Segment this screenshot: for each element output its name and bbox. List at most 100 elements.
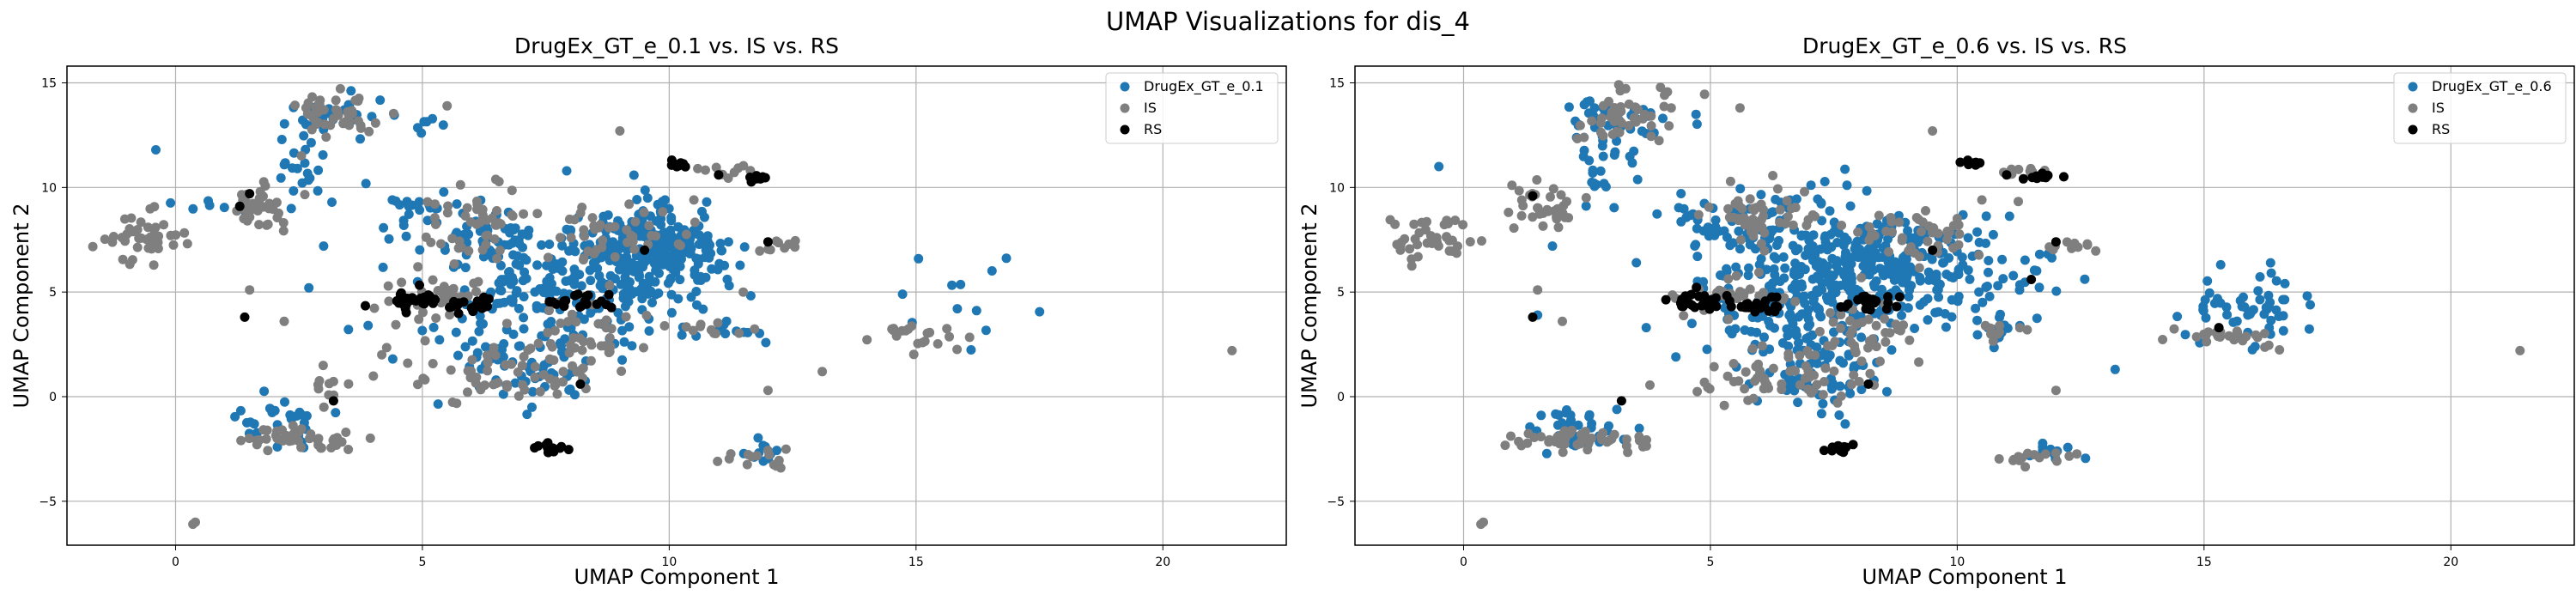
data-point bbox=[650, 276, 660, 287]
data-point bbox=[1442, 232, 1452, 242]
data-point bbox=[262, 425, 272, 435]
data-point bbox=[1797, 309, 1807, 319]
data-point bbox=[1921, 206, 1930, 216]
data-point bbox=[1985, 323, 1996, 333]
data-point bbox=[2253, 286, 2263, 296]
data-point bbox=[2050, 448, 2061, 458]
data-point bbox=[1842, 180, 1852, 191]
data-point bbox=[1860, 291, 1870, 301]
data-point bbox=[1775, 276, 1785, 287]
data-point bbox=[465, 217, 476, 228]
data-point bbox=[702, 231, 713, 241]
data-point bbox=[533, 338, 544, 349]
data-point bbox=[1984, 267, 1993, 277]
data-point bbox=[550, 325, 560, 336]
data-point bbox=[341, 428, 351, 437]
data-point bbox=[2080, 274, 2090, 284]
data-point bbox=[533, 440, 544, 451]
data-point bbox=[817, 367, 828, 377]
data-point bbox=[1686, 319, 1697, 329]
data-point bbox=[653, 288, 664, 298]
data-point bbox=[1924, 221, 1934, 231]
data-point bbox=[286, 203, 296, 214]
data-point bbox=[252, 206, 263, 216]
data-point bbox=[1581, 201, 1591, 211]
y-tick-label: 10 bbox=[1329, 181, 1345, 195]
data-point bbox=[2169, 324, 2179, 334]
data-point bbox=[288, 421, 298, 431]
data-point bbox=[442, 100, 453, 111]
data-point bbox=[1892, 301, 1902, 312]
data-point bbox=[428, 359, 438, 368]
data-point bbox=[1659, 101, 1669, 112]
data-point bbox=[364, 126, 374, 137]
data-point bbox=[1595, 166, 1606, 176]
data-point bbox=[1806, 388, 1816, 398]
data-point bbox=[1812, 358, 1822, 368]
data-point bbox=[1848, 440, 1858, 450]
data-point bbox=[481, 231, 491, 240]
points bbox=[88, 83, 1237, 530]
data-point bbox=[1819, 377, 1829, 386]
legend-marker bbox=[1120, 124, 1130, 135]
data-point bbox=[1609, 203, 1619, 213]
data-point bbox=[361, 179, 371, 189]
data-point bbox=[1759, 332, 1769, 343]
data-point bbox=[2215, 298, 2226, 308]
data-point bbox=[1851, 284, 1862, 294]
data-point bbox=[1905, 262, 1916, 272]
data-point bbox=[762, 446, 773, 456]
data-point bbox=[675, 240, 685, 251]
data-point bbox=[1756, 253, 1766, 264]
data-point bbox=[2259, 329, 2269, 338]
data-point bbox=[504, 240, 514, 250]
data-point bbox=[1637, 113, 1648, 124]
data-point bbox=[566, 233, 576, 243]
data-point bbox=[125, 259, 135, 270]
data-point bbox=[723, 237, 733, 247]
data-point bbox=[510, 223, 520, 234]
data-point bbox=[1863, 379, 1874, 389]
data-point bbox=[2051, 286, 2062, 296]
data-point bbox=[483, 294, 494, 304]
data-point bbox=[513, 341, 524, 351]
y-tick-label: −5 bbox=[1327, 495, 1345, 509]
data-point bbox=[171, 230, 181, 240]
data-point bbox=[914, 253, 924, 264]
data-point bbox=[544, 373, 555, 384]
data-point bbox=[1458, 220, 1468, 230]
data-point bbox=[1735, 184, 1746, 194]
data-point bbox=[981, 325, 991, 336]
data-point bbox=[460, 263, 471, 273]
data-point bbox=[1514, 185, 1524, 196]
data-point bbox=[1664, 121, 1674, 131]
data-point bbox=[1744, 263, 1753, 273]
data-point bbox=[1977, 195, 1987, 205]
data-point bbox=[118, 254, 128, 264]
data-point bbox=[1442, 216, 1452, 226]
data-point bbox=[422, 197, 433, 207]
data-point bbox=[594, 270, 605, 281]
data-point bbox=[492, 206, 501, 216]
data-point bbox=[1686, 289, 1696, 300]
data-point bbox=[613, 307, 623, 318]
x-tick-label: 0 bbox=[1460, 555, 1467, 569]
data-point bbox=[1954, 229, 1965, 240]
data-point bbox=[522, 410, 532, 420]
data-point bbox=[598, 235, 608, 246]
data-point bbox=[1734, 226, 1744, 236]
data-point bbox=[752, 451, 762, 461]
data-point bbox=[1794, 269, 1804, 279]
data-point bbox=[271, 197, 282, 208]
data-point bbox=[1737, 203, 1747, 214]
data-point bbox=[495, 298, 505, 308]
x-axis-label: UMAP Component 1 bbox=[574, 565, 779, 589]
data-point bbox=[132, 242, 143, 252]
data-point bbox=[1420, 225, 1431, 235]
data-point bbox=[1674, 203, 1684, 213]
data-point bbox=[2215, 259, 2226, 270]
data-point bbox=[1903, 226, 1913, 236]
data-point bbox=[558, 377, 568, 387]
data-point bbox=[1509, 223, 1519, 234]
data-point bbox=[714, 170, 724, 180]
